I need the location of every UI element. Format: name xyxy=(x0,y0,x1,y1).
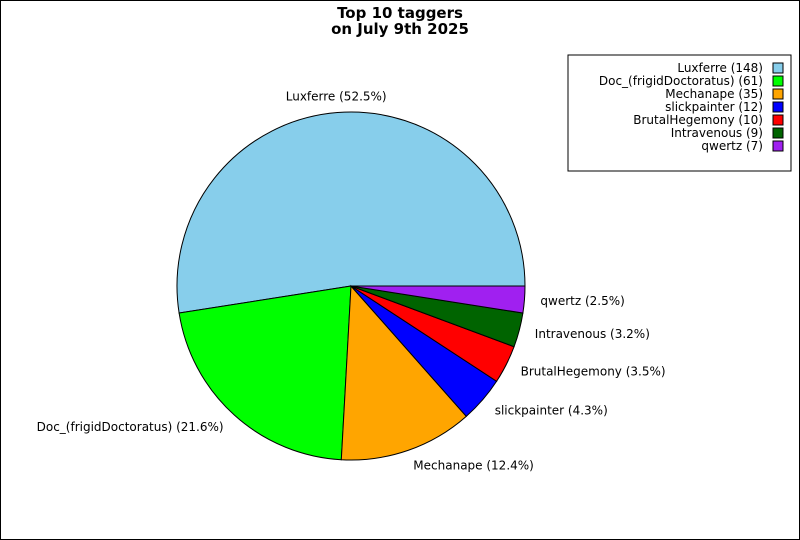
chart-title-line-2: on July 9th 2025 xyxy=(331,20,469,38)
pie-slice-luxferre xyxy=(176,111,526,314)
slice-label-mechanape: Mechanape (12.4%) xyxy=(413,459,534,473)
pie-slice-mechanape xyxy=(340,284,467,461)
slice-label-luxferre: Luxferre (52.5%) xyxy=(286,90,387,104)
legend-label-brutalhegemony: BrutalHegemony (10) xyxy=(633,113,763,127)
legend-label-qwertz: qwertz (7) xyxy=(701,139,763,153)
pie-slice-doc-frigiddoctoratus xyxy=(178,285,352,461)
legend-label-intravenous: Intravenous (9) xyxy=(671,126,763,140)
legend-swatch-slickpainter xyxy=(772,101,784,113)
legend-label-luxferre: Luxferre (148) xyxy=(677,61,763,75)
slice-label-doc-frigiddoctoratus: Doc_(frigidDoctoratus) (21.6%) xyxy=(37,420,224,434)
legend-swatch-doc-frigiddoctoratus xyxy=(772,75,784,87)
legend-swatch-intravenous xyxy=(772,127,784,139)
slice-label-intravenous: Intravenous (3.2%) xyxy=(535,327,650,341)
legend-swatch-brutalhegemony xyxy=(772,114,784,126)
legend-label-mechanape: Mechanape (35) xyxy=(665,87,763,101)
legend-box xyxy=(567,54,792,172)
slice-label-qwertz: qwertz (2.5%) xyxy=(540,294,624,308)
legend-swatch-luxferre xyxy=(772,62,784,74)
legend-label-doc-frigiddoctoratus: Doc_(frigidDoctoratus) (61) xyxy=(599,74,763,88)
chart-title: Top 10 taggers on July 9th 2025 xyxy=(1,5,799,37)
slice-label-brutalhegemony: BrutalHegemony (3.5%) xyxy=(521,365,666,379)
slice-label-slickpainter: slickpainter (4.3%) xyxy=(495,403,608,417)
legend-label-slickpainter: slickpainter (12) xyxy=(665,100,763,114)
legend-swatch-mechanape xyxy=(772,88,784,100)
chart-title-line-1: Top 10 taggers xyxy=(337,4,463,22)
legend-swatch-qwertz xyxy=(772,140,784,152)
pie-slice-qwertz xyxy=(350,285,526,314)
